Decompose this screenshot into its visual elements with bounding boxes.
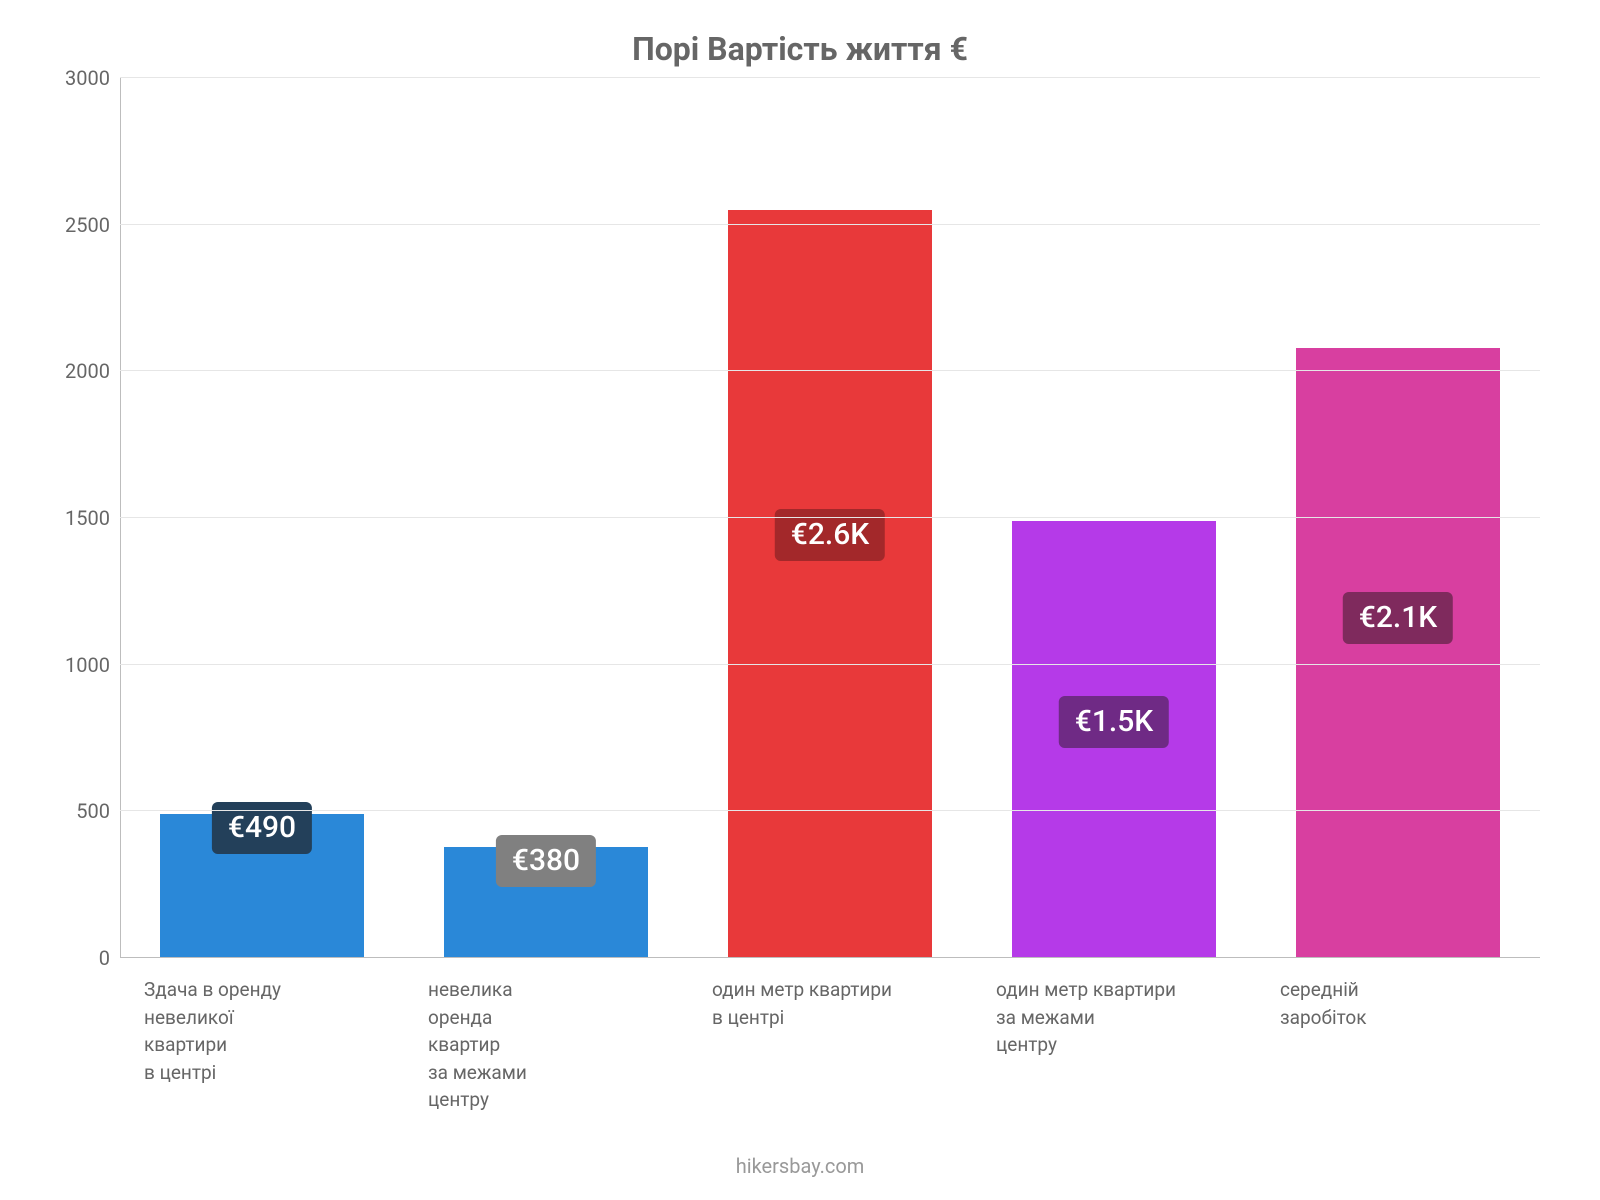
cost-of-living-chart: Порі Вартість життя € 0 500 1000 1500 2000 25… — [0, 0, 1600, 1200]
x-axis-label: один метр квартири в центрі — [712, 976, 956, 1031]
bars-container: €490 €380 €2.6K €1.5K €2.1K — [120, 78, 1540, 958]
bar-slot: €490 — [120, 78, 404, 958]
y-axis: 050010001500200025003000 — [40, 78, 120, 958]
chart-title: Порі Вартість життя € — [40, 30, 1560, 68]
x-axis-labels: Здача в оренду невеликої квартири в цент… — [120, 976, 1540, 1114]
y-tick-label: 1000 — [65, 653, 110, 677]
y-tick-label: 2500 — [65, 213, 110, 237]
gridline — [120, 810, 1540, 811]
bar-slot: €2.1K — [1256, 78, 1540, 958]
x-label-slot: Здача в оренду невеликої квартири в цент… — [120, 976, 404, 1114]
plot-area: 050010001500200025003000 €490€380€2.6K€1… — [120, 78, 1540, 958]
gridline — [120, 664, 1540, 665]
y-tick-label: 500 — [76, 799, 110, 823]
x-axis-label: невелика оренда квартир за межами центру — [428, 976, 672, 1114]
x-label-slot: один метр квартири за межами центру — [972, 976, 1256, 1114]
gridline — [120, 77, 1540, 78]
bar-slot: €2.6K — [688, 78, 972, 958]
gridline — [120, 224, 1540, 225]
x-axis-label: Здача в оренду невеликої квартири в цент… — [144, 976, 388, 1086]
bar: €1.5K — [1012, 521, 1216, 958]
value-badge: €380 — [496, 835, 596, 887]
bar: €2.6K — [728, 210, 932, 958]
x-label-slot: невелика оренда квартир за межами центру — [404, 976, 688, 1114]
value-badge: €2.1K — [1343, 592, 1453, 644]
gridline — [120, 370, 1540, 371]
bar: €490 — [160, 814, 364, 958]
bar: €2.1K — [1296, 348, 1500, 958]
x-axis-label: середній заробіток — [1280, 976, 1524, 1031]
gridline — [120, 517, 1540, 518]
x-label-slot: середній заробіток — [1256, 976, 1540, 1114]
y-tick-label: 1500 — [65, 506, 110, 530]
x-label-slot: один метр квартири в центрі — [688, 976, 972, 1114]
y-tick-label: 3000 — [65, 66, 110, 90]
value-badge: €1.5K — [1059, 696, 1169, 748]
bar-slot: €380 — [404, 78, 688, 958]
bar-slot: €1.5K — [972, 78, 1256, 958]
y-tick-label: 2000 — [65, 359, 110, 383]
bar: €380 — [444, 847, 648, 958]
chart-footer: hikersbay.com — [40, 1154, 1560, 1178]
y-tick-label: 0 — [99, 946, 110, 970]
x-axis-label: один метр квартири за межами центру — [996, 976, 1240, 1059]
gridline — [120, 957, 1540, 958]
